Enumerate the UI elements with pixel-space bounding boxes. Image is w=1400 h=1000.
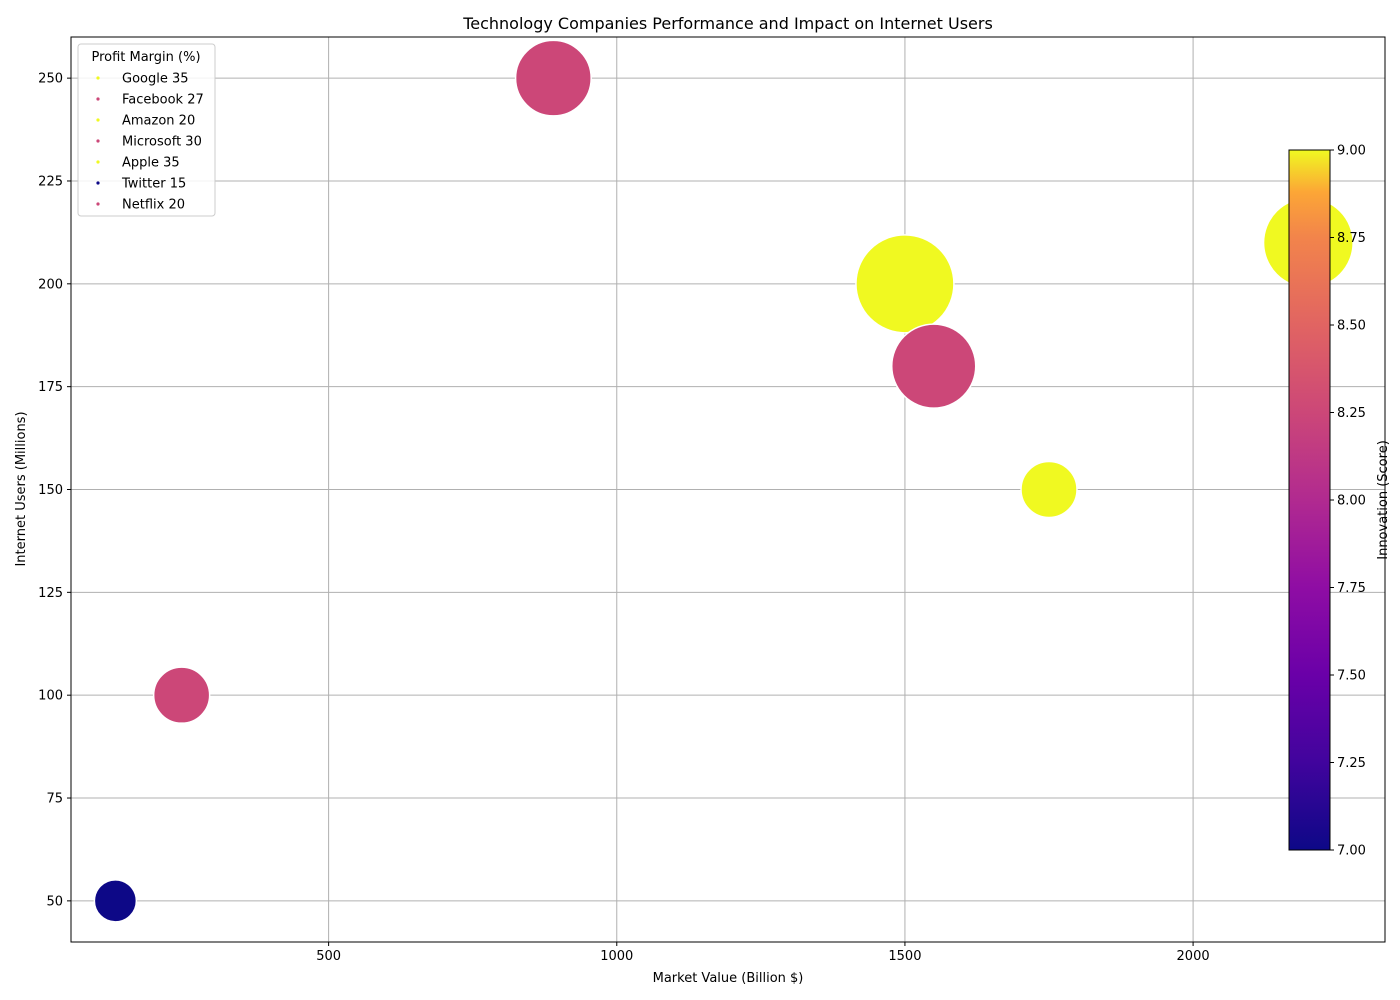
x-tick-label: 2000 [1177,949,1210,964]
legend-label-google: Google 35 [122,72,189,87]
y-tick-label: 175 [38,380,63,395]
bubble-facebook [514,39,592,117]
legend-marker-microsoft [96,139,100,143]
colorbar-tick-label: 7.75 [1337,581,1366,596]
x-axis-label: Market Value (Billion $) [653,971,804,986]
chart-title: Technology Companies Performance and Imp… [462,14,993,33]
colorbar-tick-label: 8.25 [1337,406,1366,421]
legend-marker-netflix [96,202,100,206]
bubble-layer [93,39,1354,923]
y-axis-label: Internet Users (Millions) [14,411,29,566]
x-tick-label: 1500 [888,949,921,964]
colorbar-gradient [1288,149,1331,851]
axis-ticks: 500 1000 1500 2000 50 75 100 125 150 175 200 225 250 [38,72,1209,964]
bubble-twitter [93,879,138,923]
colorbar-tick-label: 7.50 [1337,669,1366,684]
legend-marker-apple [96,160,100,164]
x-tick-label: 1000 [600,949,633,964]
y-tick-label: 50 [46,894,63,909]
colorbar-tick-label: 7.25 [1337,756,1366,771]
y-tick-label: 250 [38,72,63,87]
y-tick-label: 150 [38,483,63,498]
colorbar: 7.00 7.25 7.50 7.75 8.00 8.25 8.50 8.75 9.00 Inn… [1288,144,1391,859]
y-tick-label: 100 [38,689,63,704]
y-tick-label: 200 [38,277,63,292]
legend-label-netflix: Netflix 20 [122,198,185,213]
y-tick-label: 125 [38,586,63,601]
legend-label-facebook: Facebook 27 [122,93,204,108]
colorbar-label: Innovation (Score) [1376,440,1391,560]
x-tick-label: 500 [316,949,341,964]
legend-label-twitter: Twitter 15 [121,177,186,192]
y-tick-label: 75 [46,792,63,807]
bubble-amazon [1020,460,1078,519]
legend-marker-twitter [96,181,100,185]
legend: Profit Margin (%) Google 35 Facebook 27 Am… [77,43,216,217]
colorbar-tick-label: 7.00 [1337,844,1366,859]
y-tick-label: 225 [38,174,63,189]
colorbar-tick-label: 8.75 [1337,231,1366,246]
legend-box [77,43,216,217]
bubble-google [855,234,955,334]
colorbar-tick-label: 9.00 [1337,144,1366,159]
colorbar-tick-label: 8.00 [1337,494,1366,509]
legend-marker-google [96,76,100,80]
legend-marker-amazon [96,118,100,122]
colorbar-tick-label: 8.50 [1337,319,1366,334]
legend-label-apple: Apple 35 [122,156,180,171]
bubble-netflix [152,666,211,724]
legend-label-amazon: Amazon 20 [122,114,195,129]
grid [71,37,1385,942]
bubble-microsoft [890,323,977,409]
legend-title: Profit Margin (%) [91,50,200,65]
legend-label-microsoft: Microsoft 30 [122,135,202,150]
legend-marker-facebook [96,97,100,101]
